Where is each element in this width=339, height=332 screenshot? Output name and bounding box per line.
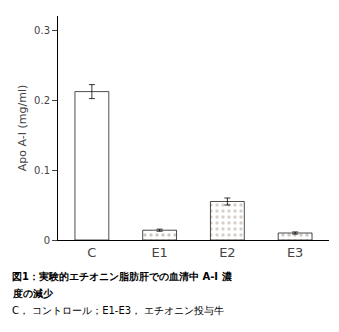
svg-text:E1: E1	[151, 245, 168, 260]
svg-text:C: C	[87, 245, 96, 260]
svg-text:0.1: 0.1	[34, 165, 50, 176]
svg-text:度の減少: 度の減少	[12, 288, 54, 299]
svg-text:0.2: 0.2	[34, 95, 50, 106]
svg-text:C， コントロール；E1-E3， エチオニン投与牛: C， コントロール；E1-E3， エチオニン投与牛	[12, 305, 224, 316]
svg-text:E3: E3	[287, 245, 304, 260]
svg-text:E2: E2	[219, 245, 236, 260]
svg-text:0: 0	[44, 235, 50, 246]
svg-text:0.3: 0.3	[34, 25, 50, 36]
svg-text:図1：実験的エチオニン脂肪肝での血清中 A-I 濃: 図1：実験的エチオニン脂肪肝での血清中 A-I 濃	[12, 271, 232, 282]
svg-text:Apo A-I (mg/ml): Apo A-I (mg/ml)	[16, 85, 29, 172]
